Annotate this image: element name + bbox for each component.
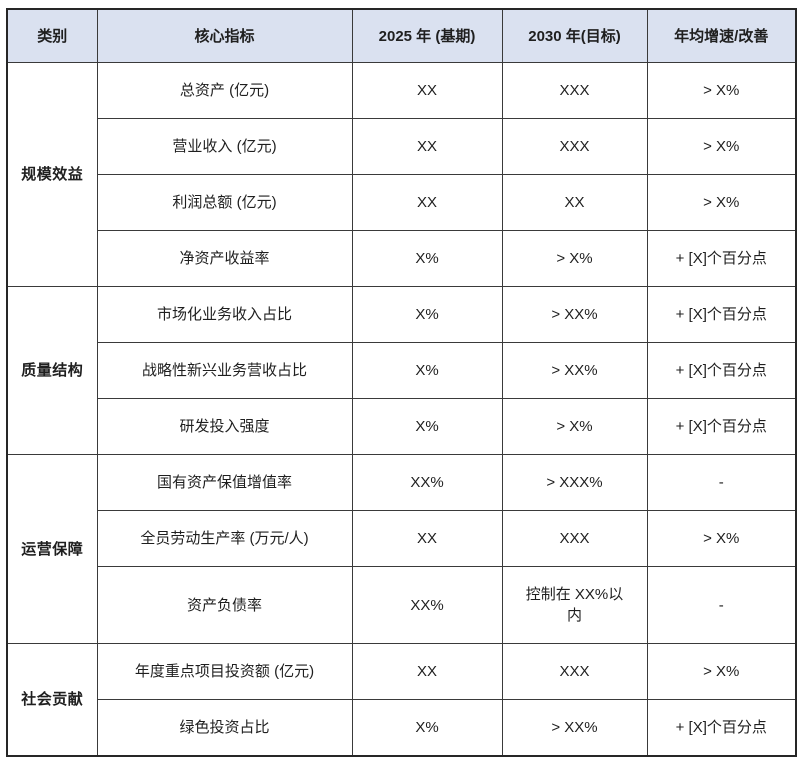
target-value-cell: > XX% (501, 342, 648, 399)
indicator-cell: 市场化业务收入占比 (96, 286, 353, 343)
table-row: 战略性新兴业务营收占比 X% > XX% + [X]个百分点 (7, 342, 797, 399)
target-value-cell: XX (501, 174, 648, 231)
target-value-cell: > X% (501, 398, 648, 455)
target-value-cell: XXX (501, 62, 648, 119)
indicator-cell: 绿色投资占比 (96, 699, 353, 757)
growth-value-cell: - (646, 566, 797, 644)
target-value-text: > XX% (551, 362, 598, 379)
growth-value-cell: > X% (646, 118, 797, 175)
base-value-cell: XX (351, 118, 503, 175)
growth-value-cell: > X% (646, 62, 797, 119)
base-value-cell: XX% (351, 566, 503, 644)
table-row: 净资产收益率 X% > X% + [X]个百分点 (7, 230, 797, 287)
target-value-text: XXX (559, 82, 590, 99)
header-cell-growth: 年均增速/改善 (646, 8, 797, 63)
target-value-text: XXX (559, 663, 590, 680)
target-value-cell: > XX% (501, 699, 648, 757)
growth-value-cell: > X% (646, 643, 797, 700)
header-cell-base-year: 2025 年 (基期) (351, 8, 503, 63)
header-row: 类别 核心指标 2025 年 (基期) 2030 年(目标) 年均增速/改善 (6, 8, 797, 63)
indicator-cell: 净资产收益率 (96, 230, 353, 287)
indicator-cell: 研发投入强度 (96, 398, 353, 455)
target-value-cell: > XX% (501, 286, 648, 343)
target-value-text: > XX% (551, 719, 598, 736)
base-value-cell: XX (351, 510, 503, 567)
table-row: 社会贡献 年度重点项目投资额 (亿元) XX XXX > X% (6, 643, 797, 757)
target-value-text: > XXX% (546, 474, 603, 491)
category-cell: 运营保障 (6, 454, 98, 644)
indicator-cell: 战略性新兴业务营收占比 (96, 342, 353, 399)
table-row: 营业收入 (亿元) XX XXX > X% (7, 118, 797, 175)
table-row: 绿色投资占比 X% > XX% + [X]个百分点 (7, 699, 797, 757)
indicator-cell: 年度重点项目投资额 (亿元) (96, 643, 353, 700)
target-value-text: > X% (556, 418, 593, 435)
base-value-cell: X% (351, 342, 503, 399)
category-cell: 质量结构 (6, 286, 98, 455)
indicator-cell: 全员劳动生产率 (万元/人) (96, 510, 353, 567)
target-value-cell: XXX (501, 118, 648, 175)
growth-value-cell: + [X]个百分点 (646, 398, 797, 455)
target-value-cell: XXX (501, 643, 648, 700)
table-row: 资产负债率 XX% 控制在 XX%以内 - (7, 566, 797, 644)
category-cell: 社会贡献 (6, 643, 98, 757)
growth-value-cell: > X% (646, 510, 797, 567)
target-value-cell: > X% (501, 230, 648, 287)
target-value-cell: > XXX% (501, 454, 648, 511)
header-cell-category: 类别 (6, 8, 98, 63)
table-row: 研发投入强度 X% > X% + [X]个百分点 (7, 398, 797, 455)
table-row: 质量结构 市场化业务收入占比 X% > XX% + [X]个百分点 (6, 286, 797, 455)
target-value-text: 控制在 XX%以内 (525, 586, 624, 624)
growth-value-cell: + [X]个百分点 (646, 699, 797, 757)
target-value-text: XXX (559, 138, 590, 155)
growth-value-cell: - (646, 454, 797, 511)
indicator-cell: 总资产 (亿元) (96, 62, 353, 119)
header-cell-target-year: 2030 年(目标) (501, 8, 648, 63)
table-row: 利润总额 (亿元) XX XX > X% (7, 174, 797, 231)
base-value-cell: X% (351, 230, 503, 287)
base-value-cell: X% (351, 398, 503, 455)
base-value-cell: XX (351, 643, 503, 700)
target-value-text: XXX (559, 530, 590, 547)
base-value-cell: XX (351, 62, 503, 119)
base-value-cell: XX (351, 174, 503, 231)
indicator-cell: 利润总额 (亿元) (96, 174, 353, 231)
kpi-table: 类别 核心指标 2025 年 (基期) 2030 年(目标) 年均增速/改善 规… (6, 8, 797, 757)
base-value-cell: X% (351, 286, 503, 343)
growth-value-cell: + [X]个百分点 (646, 342, 797, 399)
indicator-cell: 资产负债率 (96, 566, 353, 644)
target-value-text: > X% (556, 250, 593, 267)
base-value-cell: XX% (351, 454, 503, 511)
indicator-cell: 营业收入 (亿元) (96, 118, 353, 175)
category-cell: 规模效益 (6, 62, 98, 287)
indicator-cell: 国有资产保值增值率 (96, 454, 353, 511)
table-row: 运营保障 国有资产保值增值率 XX% > XXX% - (6, 454, 797, 644)
growth-value-cell: > X% (646, 174, 797, 231)
target-value-cell: XXX (501, 510, 648, 567)
growth-value-cell: + [X]个百分点 (646, 286, 797, 343)
table-row: 全员劳动生产率 (万元/人) XX XXX > X% (7, 510, 797, 567)
table-row: 规模效益 总资产 (亿元) XX XXX > X% (6, 62, 797, 287)
target-value-text: XX (564, 194, 585, 211)
target-value-cell: 控制在 XX%以内 (501, 566, 648, 644)
header-cell-indicator: 核心指标 (96, 8, 353, 63)
growth-value-cell: + [X]个百分点 (646, 230, 797, 287)
target-value-text: > XX% (551, 306, 598, 323)
base-value-cell: X% (351, 699, 503, 757)
